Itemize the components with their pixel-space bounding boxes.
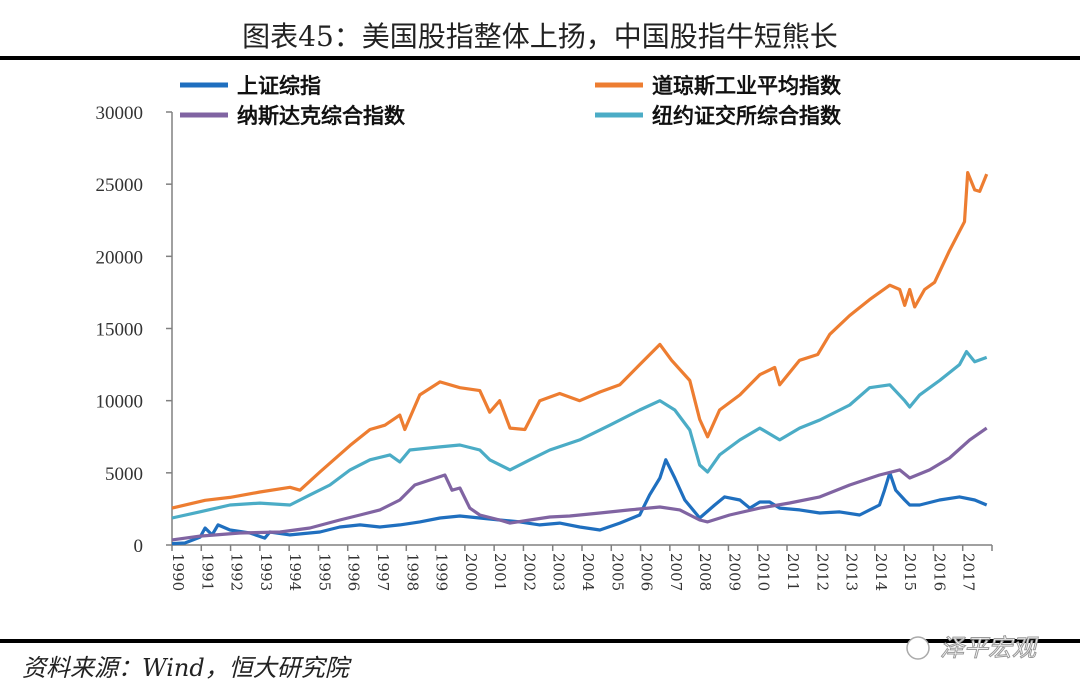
x-tick-label: 2008: [696, 553, 714, 591]
series-line-1: [171, 171, 989, 510]
x-tick-label: 2009: [725, 553, 743, 591]
x-tick-label: 1996: [345, 553, 363, 591]
footer-rule: [0, 639, 1080, 643]
wechat-icon: [906, 636, 930, 660]
legend-item: 纽约证交所综合指数: [595, 104, 842, 128]
series-line-3: [171, 350, 988, 520]
legend-item: 纳斯达克综合指数: [180, 104, 406, 128]
x-tick-label: 1997: [374, 553, 392, 591]
y-tick-label: 25000: [96, 175, 144, 196]
source-note: 资料来源：Wind，恒大研究院: [22, 654, 353, 682]
watermark-text: 泽平宏观: [940, 634, 1039, 662]
x-tick-label: 2003: [550, 553, 568, 591]
x-tick-label: 2002: [520, 553, 538, 591]
x-tick-label: 1990: [169, 553, 187, 591]
legend-label: 上证综指: [237, 74, 321, 98]
legend-item: 上证综指: [180, 74, 321, 98]
watermark: 泽平宏观: [906, 634, 1039, 663]
legend-label: 纳斯达克综合指数: [237, 104, 406, 128]
x-tick-label: 2014: [872, 553, 890, 591]
x-tick-label: 2017: [960, 553, 978, 591]
x-tick-label: 1992: [228, 553, 246, 591]
x-tick-label: 1995: [315, 553, 333, 591]
title-rule: [0, 56, 1080, 60]
x-tick-label: 2004: [579, 553, 597, 591]
x-tick-label: 2006: [638, 553, 656, 591]
x-tick-label: 2000: [462, 553, 480, 591]
x-tick-label: 2007: [667, 553, 685, 591]
x-tick-label: 1994: [286, 553, 304, 591]
x-tick-label: 1998: [403, 553, 421, 591]
chart-title: 图表45：美国股指整体上扬，中国股指牛短熊长: [242, 20, 838, 53]
x-tick-label: 2016: [930, 553, 948, 591]
y-tick-label: 10000: [96, 392, 144, 413]
y-tick-label: 20000: [96, 247, 144, 268]
x-tick-label: 1991: [198, 553, 216, 591]
series-lines: [171, 171, 989, 546]
series-line-2: [171, 426, 988, 542]
legend-label: 纽约证交所综合指数: [652, 104, 842, 128]
x-tick-label: 2011: [784, 553, 802, 591]
x-tick-label: 1999: [433, 553, 451, 591]
y-tick-label: 5000: [105, 464, 143, 485]
x-tick-label: 2013: [843, 553, 861, 591]
x-tick-label: 2012: [813, 553, 831, 591]
y-tick-label: 15000: [96, 320, 144, 341]
legend-item: 道琼斯工业平均指数: [595, 74, 842, 98]
x-tick-label: 2001: [491, 553, 509, 591]
x-tick-label: 2005: [608, 553, 626, 591]
x-tick-label: 1993: [257, 553, 275, 591]
legend-label: 道琼斯工业平均指数: [652, 74, 842, 98]
x-tick-label: 2010: [755, 553, 773, 591]
y-tick-label: 30000: [96, 103, 144, 124]
x-tick-label: 2015: [901, 553, 919, 591]
y-tick-label: 0: [134, 536, 144, 557]
axes: 0 5000 10000 15000 20000 25000 30000 1990 1991 19…: [96, 103, 993, 591]
